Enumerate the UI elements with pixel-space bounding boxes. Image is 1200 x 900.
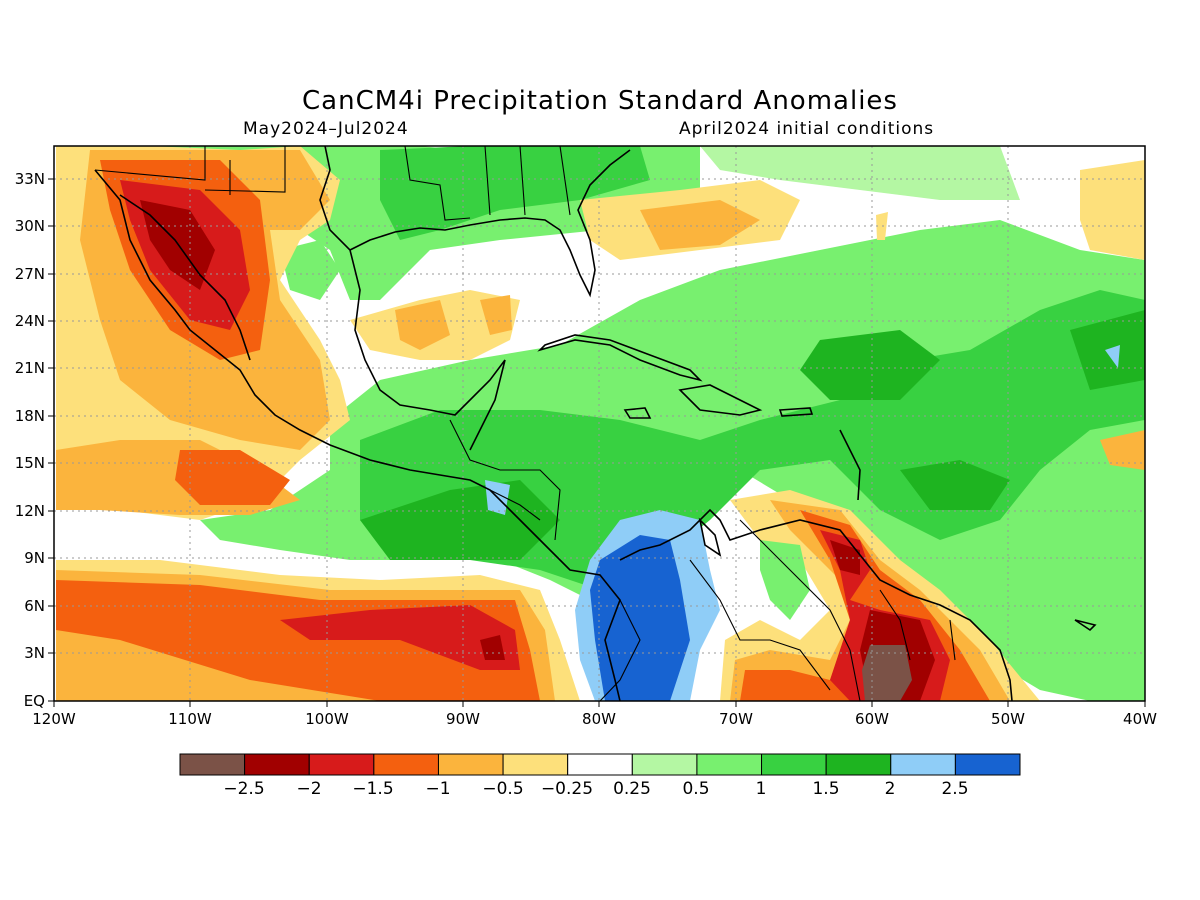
colorbar-swatch — [761, 753, 827, 776]
lon-label-50w: 50W — [991, 710, 1025, 728]
lon-label-70w: 70W — [719, 710, 753, 728]
colorbar-label: 2.5 — [941, 779, 968, 799]
map-title: CanCM4i Precipitation Standard Anomalies — [302, 86, 898, 116]
lat-label-3n: 3N — [24, 644, 45, 662]
colorbar-swatch — [437, 753, 504, 776]
lat-label-30n: 30N — [15, 217, 45, 235]
colorbar-label: 1 — [756, 779, 767, 799]
colorbar-swatch — [954, 753, 1021, 776]
lon-label-110w: 110W — [168, 710, 212, 728]
forecast-period: May2024–Jul2024 — [243, 119, 409, 139]
lat-label-18n: 18N — [15, 407, 45, 425]
colorbar-label: −1 — [425, 779, 450, 799]
colorbar-swatch — [373, 753, 439, 776]
colorbar-label: −2 — [296, 779, 321, 799]
anomaly-field — [54, 146, 1145, 701]
colorbar-swatch — [244, 753, 310, 776]
lon-label-100w: 100W — [305, 710, 349, 728]
colorbar-swatch — [308, 753, 375, 776]
lon-label-80w: 80W — [582, 710, 616, 728]
colorbar-swatch — [567, 753, 633, 776]
colorbar-label: 2 — [885, 779, 896, 799]
lat-label-15n: 15N — [15, 454, 45, 472]
colorbar: −2.5 −2 −1.5 −1 −0.5 −0.25 0.25 0.5 1 1.… — [179, 753, 1021, 799]
lat-label-24n: 24N — [15, 312, 45, 330]
lon-label-90w: 90W — [446, 710, 480, 728]
lon-label-40w: 40W — [1123, 710, 1157, 728]
colorbar-swatch — [696, 753, 763, 776]
colorbar-label: −2.5 — [223, 779, 264, 799]
colorbar-label: −0.5 — [482, 779, 523, 799]
colorbar-swatch — [631, 753, 698, 776]
colorbar-swatch — [825, 753, 892, 776]
colorbar-swatch — [502, 753, 569, 776]
lat-label-6n: 6N — [24, 597, 45, 615]
colorbar-label: −0.25 — [541, 779, 593, 799]
lat-label-21n: 21N — [15, 359, 45, 377]
coastlines — [94, 146, 1097, 701]
political-borders — [94, 146, 956, 701]
colorbar-swatch — [179, 753, 246, 776]
colorbar-label: 0.25 — [613, 779, 651, 799]
tick-marks — [48, 178, 1146, 707]
lat-label-eq: EQ — [24, 692, 45, 710]
colorbar-label: 0.5 — [682, 779, 709, 799]
colorbar-label: 1.5 — [812, 779, 839, 799]
lon-label-120w: 120W — [32, 710, 76, 728]
lat-label-27n: 27N — [15, 265, 45, 283]
lon-label-60w: 60W — [855, 710, 889, 728]
lat-label-9n: 9N — [24, 549, 45, 567]
colorbar-label: −1.5 — [352, 779, 393, 799]
initial-conditions: April2024 initial conditions — [679, 119, 935, 139]
lat-label-12n: 12N — [15, 502, 45, 520]
lat-label-33n: 33N — [15, 170, 45, 188]
colorbar-swatch — [890, 753, 956, 776]
